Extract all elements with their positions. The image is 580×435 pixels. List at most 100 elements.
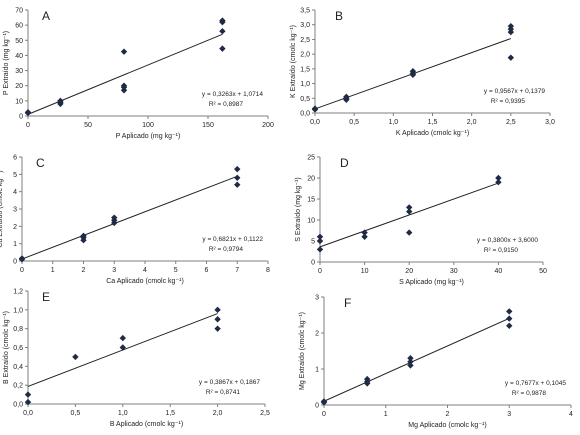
x-tick-label: 0 xyxy=(318,268,322,275)
data-point xyxy=(507,54,515,61)
x-axis-title: K Aplicado (cmolc kg⁻¹) xyxy=(396,130,469,137)
regression-line xyxy=(323,317,510,402)
y-tick-label: 0 xyxy=(19,114,23,121)
panel-a: 0 50 100 150 200 0 10 20 30 40 50 60 70 P Aplicado (m… xyxy=(3,8,274,141)
y-tick-label: 0,2 xyxy=(13,383,23,390)
data-point xyxy=(316,246,324,253)
y-tick-label: 15 xyxy=(307,197,315,204)
y-axis-title: Mg Extraído (cmolc kg⁻¹) xyxy=(299,312,306,390)
x-tick-label: 2,0 xyxy=(467,119,477,126)
data-point xyxy=(361,233,368,240)
x-tick-label: 2,0 xyxy=(213,410,223,417)
y-tick-label: 2,0 xyxy=(300,52,310,59)
data-point xyxy=(234,181,241,188)
x-tick-label: 20 xyxy=(405,268,413,275)
data-point xyxy=(406,229,413,236)
data-point xyxy=(219,45,226,52)
x-tick-label: 0,5 xyxy=(71,410,81,417)
y-tick-label: 1 xyxy=(315,367,319,374)
y-tick-label: 2 xyxy=(13,224,17,231)
y-tick-label: 1,0 xyxy=(13,307,23,314)
data-point xyxy=(80,232,87,240)
x-tick-label: 7 xyxy=(235,267,239,274)
data-point xyxy=(18,255,26,262)
y-tick-label: 5 xyxy=(13,172,17,179)
panel-letter: E xyxy=(42,290,50,304)
panel-d: 0 10 20 30 40 50 0 5 10 15 20 25 S Aplicado (mg kg⁻¹… xyxy=(295,155,547,287)
x-tick-label: 0,0 xyxy=(23,410,33,417)
x-axis-title: S Aplicado (mg kg⁻¹) xyxy=(399,279,464,286)
panel-f: 0 1 2 3 4 0 1 2 3 Mg Aplicado (cmolc kg⁻¹) Mg Extr… xyxy=(299,295,573,430)
y-axis-title: Ca Extraído (cmolc kg⁻¹) xyxy=(0,170,4,247)
x-tick-label: 2 xyxy=(82,267,86,274)
data-point xyxy=(409,68,417,75)
y-tick-label: 0 xyxy=(311,260,315,267)
x-tick-label: 0 xyxy=(20,267,24,274)
data-point xyxy=(24,109,32,116)
regression-equation: y = 0,7677x + 0,1045 xyxy=(505,380,566,387)
y-tick-label: 6 xyxy=(13,155,17,162)
x-tick-label: 50 xyxy=(539,268,547,275)
regression-equation: y = 0,3867x + 0,1867 xyxy=(199,379,260,386)
data-point xyxy=(234,165,241,173)
x-tick-label: 4 xyxy=(569,411,573,418)
x-tick-label: 3 xyxy=(507,411,511,418)
x-tick-label: 40 xyxy=(495,268,503,275)
y-tick-label: 20 xyxy=(15,83,23,90)
regression-equation: y = 0,9567x + 0,1379 xyxy=(484,88,545,95)
data-point xyxy=(120,48,128,55)
panel-e: 0,0 0,5 1,0 1,5 2,0 2,5 0,0 0,2 0,4 0,6 0,8 1,0 1,2 B… xyxy=(3,289,270,429)
data-point xyxy=(234,174,241,181)
y-tick-label: 1,2 xyxy=(13,289,23,296)
x-tick-label: 10 xyxy=(361,268,369,275)
y-axis-title: P Extraído (mg kg⁻¹) xyxy=(3,31,10,95)
data-point xyxy=(219,28,226,35)
y-axis-title: S Extraído (mg kg⁻¹) xyxy=(295,177,302,241)
y-tick-label: 0,4 xyxy=(13,364,23,371)
y-tick-label: 0,5 xyxy=(300,96,310,103)
x-tick-label: 150 xyxy=(202,122,214,129)
x-tick-label: 1,5 xyxy=(428,119,438,126)
y-tick-label: 3 xyxy=(13,207,17,214)
y-tick-label: 1,5 xyxy=(300,66,310,73)
y-tick-label: 30 xyxy=(15,68,23,75)
data-point xyxy=(24,391,32,398)
r-squared: R² = 0,9794 xyxy=(209,246,244,253)
y-tick-label: 1 xyxy=(13,241,17,248)
data-point xyxy=(311,105,319,112)
data-point xyxy=(119,334,126,342)
data-point xyxy=(320,398,328,405)
panel-c: 0 1 2 3 4 5 6 7 8 0 1 2 3 4 5 6 Ca Aplicado (cmolc kg⁻¹)… xyxy=(0,155,270,286)
y-tick-label: 10 xyxy=(307,218,315,225)
data-point xyxy=(316,237,324,245)
x-tick-label: 3,0 xyxy=(545,119,555,126)
data-point xyxy=(72,353,79,361)
x-axis-title: P Aplicado (mg kg⁻¹) xyxy=(116,133,181,140)
y-tick-label: 1,0 xyxy=(300,81,310,88)
data-point xyxy=(495,174,502,182)
r-squared: R² = 0,9150 xyxy=(484,247,519,254)
data-point xyxy=(406,204,413,211)
regression-equation: y = 0,3800x + 3,6000 xyxy=(477,237,538,244)
data-point xyxy=(219,17,226,24)
x-tick-label: 1,0 xyxy=(388,119,398,126)
regression-equation: y = 0,6821x + 0,1122 xyxy=(202,236,263,243)
y-tick-label: 0 xyxy=(315,403,319,410)
x-tick-label: 3 xyxy=(112,267,116,274)
x-tick-label: 6 xyxy=(205,267,209,274)
x-tick-label: 4 xyxy=(143,267,147,274)
x-tick-label: 1 xyxy=(51,267,55,274)
r-squared: R² = 0,9395 xyxy=(491,98,526,105)
x-tick-label: 1,0 xyxy=(118,410,128,417)
x-tick-label: 1,5 xyxy=(165,410,175,417)
y-tick-label: 25 xyxy=(307,155,315,162)
x-tick-label: 1 xyxy=(384,411,388,418)
r-squared: R² = 0,8987 xyxy=(209,101,244,108)
regression-line xyxy=(27,33,223,115)
y-tick-label: 3,5 xyxy=(300,8,310,15)
data-point xyxy=(506,322,513,329)
y-axis-title: B Extraído (cmolc kg⁻¹) xyxy=(3,311,10,384)
x-axis-title: Mg Aplicado (cmolc kg⁻¹) xyxy=(408,422,486,429)
x-tick-label: 0,0 xyxy=(310,119,320,126)
